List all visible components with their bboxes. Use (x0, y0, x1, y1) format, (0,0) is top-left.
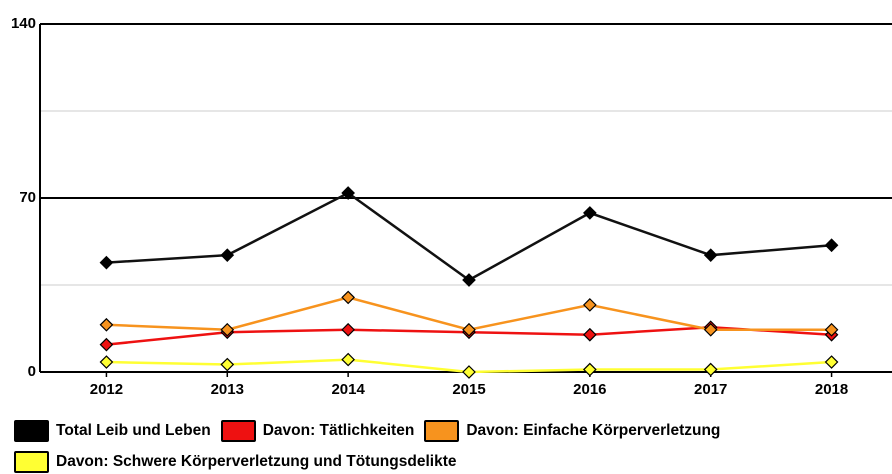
marker (824, 238, 839, 253)
y-tick-label: 140 (11, 15, 36, 32)
x-tick-label: 2013 (211, 381, 244, 398)
y-tick-label: 70 (19, 189, 36, 206)
marker (99, 355, 114, 369)
marker (220, 248, 235, 263)
marker (824, 322, 839, 337)
legend-swatch (14, 420, 49, 442)
marker (99, 317, 114, 332)
marker (341, 352, 355, 367)
legend-label: Davon: Einfache Körperverletzung (466, 422, 721, 439)
marker (583, 362, 597, 377)
marker (703, 322, 718, 337)
legend-item: Davon: Schwere Körperverletzung und Tötu… (14, 451, 456, 473)
marker (462, 365, 476, 379)
marker (583, 206, 597, 220)
marker (462, 273, 476, 287)
marker (220, 322, 235, 337)
x-tick-label: 2015 (452, 381, 485, 398)
legend-label: Davon: Schwere Körperverletzung und Tötu… (56, 453, 457, 470)
x-tick-label: 2016 (573, 381, 606, 398)
marker (703, 362, 718, 377)
legend-label: Total Leib und Leben (56, 422, 211, 439)
legend: Total Leib und Leben Davon: Tätlichkeiten… (14, 420, 892, 473)
marker (703, 248, 718, 263)
legend-label: Davon: Tätlichkeiten (262, 422, 415, 439)
marker (99, 337, 114, 352)
legend-item: Davon: Einfache Körperverletzung (424, 420, 720, 442)
legend-swatch (220, 420, 256, 442)
x-tick-label: 2014 (331, 381, 365, 398)
marker (462, 322, 476, 337)
legend-item: Davon: Tätlichkeiten (220, 420, 415, 442)
x-tick-label: 2018 (815, 381, 848, 398)
marker (99, 255, 114, 270)
y-tick-label: 0 (28, 363, 36, 380)
marker (824, 355, 839, 369)
marker (341, 322, 355, 337)
marker (583, 327, 597, 342)
marker (220, 357, 235, 372)
legend-item: Total Leib und Leben (14, 420, 211, 442)
marker (583, 298, 597, 312)
chart: 0 70 140 2012 2013 2014 2015 2016 2017 2018 (11, 15, 892, 398)
series-line (106, 191, 832, 282)
legend-swatch (424, 420, 460, 442)
x-tick-label: 2012 (90, 381, 123, 398)
marker (341, 290, 355, 305)
marker (341, 186, 355, 200)
legend-swatch (14, 451, 49, 473)
x-tick-label: 2017 (694, 381, 727, 398)
